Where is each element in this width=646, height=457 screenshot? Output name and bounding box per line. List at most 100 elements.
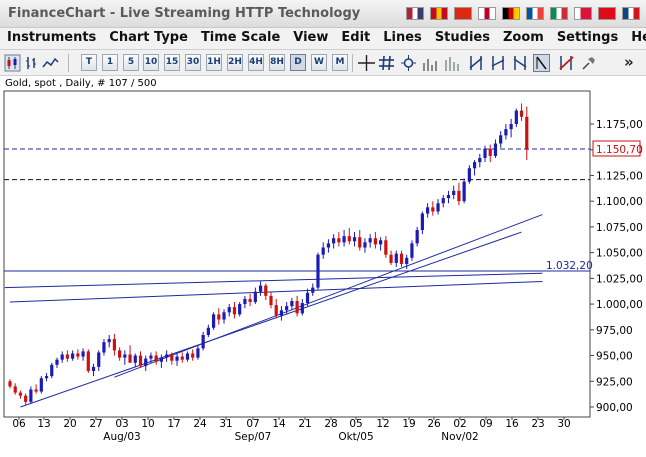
candle — [368, 234, 372, 248]
y-tick-label: 1.075,00 — [596, 222, 643, 234]
candlestick-chart-icon[interactable] — [4, 54, 21, 72]
flag-tr-icon[interactable] — [598, 7, 616, 20]
x-tick-label: 23 — [531, 418, 544, 430]
flag-it-icon[interactable] — [550, 7, 568, 20]
timeframe-button-t[interactable]: T — [81, 54, 97, 71]
candle — [180, 352, 184, 363]
timeframe-button-8h[interactable]: 8H — [269, 54, 285, 71]
toolbar-separator — [68, 54, 69, 72]
candle — [269, 291, 273, 309]
candle — [39, 376, 43, 394]
candle — [206, 324, 210, 338]
menu-edit[interactable]: Edit — [341, 30, 371, 45]
flag-us-icon[interactable] — [406, 7, 424, 20]
x-tick-label: 24 — [193, 418, 207, 430]
flag-pl-icon[interactable] — [574, 7, 592, 20]
channel-tool-icon[interactable] — [490, 54, 507, 72]
trendline-tool-icon[interactable] — [468, 54, 485, 72]
line-chart-icon[interactable] — [42, 54, 59, 72]
x-tick-label: 30 — [557, 418, 570, 430]
y-tick-label: 1.100,00 — [596, 196, 643, 208]
trendline[interactable] — [114, 214, 543, 378]
timeframe-button-1h[interactable]: 1H — [206, 54, 222, 71]
candle — [217, 308, 221, 325]
timeframe-button-10[interactable]: 10 — [143, 54, 159, 71]
menu-lines[interactable]: Lines — [383, 30, 422, 45]
candle — [243, 295, 247, 309]
trendline[interactable] — [20, 231, 522, 408]
candle — [71, 350, 75, 361]
candle — [55, 357, 59, 368]
candle — [175, 353, 179, 366]
flag-fr-icon[interactable] — [526, 7, 544, 20]
candle — [426, 203, 430, 218]
candle — [264, 283, 268, 300]
menu-settings[interactable]: Settings — [556, 30, 619, 45]
menu-chart-type[interactable]: Chart Type — [109, 30, 188, 45]
flag-de-icon[interactable] — [502, 7, 520, 20]
menu-zoom[interactable]: Zoom — [502, 30, 544, 45]
menu-time-scale[interactable]: Time Scale — [200, 30, 281, 45]
timeframe-button-5[interactable]: 5 — [123, 54, 139, 71]
trendline[interactable] — [4, 272, 543, 289]
timeframe-button-1[interactable]: 1 — [102, 54, 118, 71]
bar-chart-icon[interactable] — [23, 54, 40, 72]
price-chart[interactable]: 900,00 925,00 950,00 975,00 1.000,00 1.025,00… — [0, 76, 646, 453]
candle — [185, 351, 190, 362]
menu-view[interactable]: View — [293, 30, 329, 45]
y-tick-label: 925,00 — [596, 376, 633, 388]
volume-icon[interactable] — [421, 54, 438, 72]
chart-header: Gold, spot , Daily, # 107 / 500 — [5, 78, 157, 89]
candle — [514, 108, 518, 128]
timeframe-button-4h[interactable]: 4H — [248, 54, 264, 71]
timeframe-button-m[interactable]: M — [332, 54, 348, 71]
delete-line-icon[interactable] — [558, 54, 575, 72]
candle — [118, 347, 122, 361]
flag-cz-icon[interactable] — [622, 7, 640, 20]
plot-frame — [3, 90, 591, 418]
menu-studies[interactable]: Studies — [434, 30, 490, 45]
magnet-icon[interactable] — [400, 54, 417, 72]
horizontal-line-label: 1.032,20 — [546, 260, 593, 272]
candle — [279, 306, 284, 321]
month-label: Nov/02 — [441, 431, 478, 443]
y-tick-label: 1.125,00 — [596, 170, 643, 182]
select-tool-icon[interactable] — [533, 54, 550, 72]
grid-icon[interactable] — [378, 54, 395, 72]
candle — [519, 103, 524, 121]
current-price-tag — [592, 140, 641, 157]
candle — [321, 242, 325, 259]
candle — [222, 309, 226, 324]
candle — [352, 232, 357, 247]
flag-cn-icon[interactable] — [454, 7, 472, 20]
chart-area[interactable]: Gold, spot , Daily, # 107 / 500 900,00 92… — [0, 76, 646, 453]
candle — [342, 229, 346, 247]
x-tick-label: 19 — [402, 418, 415, 430]
candle — [44, 373, 49, 382]
candle — [60, 351, 64, 363]
timeframe-button-30[interactable]: 30 — [185, 54, 201, 71]
menu-instruments[interactable]: Instruments — [7, 30, 97, 45]
pin-icon[interactable] — [580, 54, 597, 72]
candle — [305, 288, 310, 307]
flag-jp-icon[interactable] — [478, 7, 496, 20]
menu-help[interactable]: Help — [631, 30, 646, 45]
candle — [394, 250, 398, 268]
timeframe-button-2h[interactable]: 2H — [227, 54, 243, 71]
candle — [196, 345, 200, 360]
fibonacci-tool-icon[interactable] — [512, 54, 529, 72]
flag-es-icon[interactable] — [430, 7, 448, 20]
candle — [483, 145, 487, 163]
crosshair-icon[interactable] — [358, 54, 375, 72]
candle — [102, 339, 106, 356]
timeframe-button-d[interactable]: D — [290, 54, 306, 71]
toolbar-more-button[interactable]: » — [624, 53, 634, 71]
x-tick-label: 21 — [298, 418, 311, 430]
histogram-icon[interactable] — [443, 54, 460, 72]
timeframe-button-w[interactable]: W — [311, 54, 327, 71]
title-bar: FinanceChart - Live Streaming HTTP Techn… — [0, 0, 646, 28]
x-tick-label: 27 — [89, 418, 102, 430]
toolbar: T 1 5 10 15 30 1H 2H 4H 8H D W M — [0, 50, 646, 76]
trendline[interactable] — [9, 280, 543, 303]
timeframe-button-15[interactable]: 15 — [164, 54, 180, 71]
